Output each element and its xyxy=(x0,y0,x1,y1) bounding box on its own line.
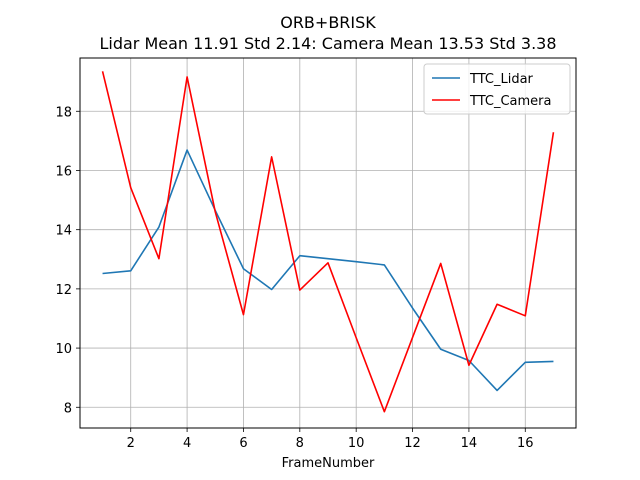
x-tick-label: 2 xyxy=(127,436,135,451)
x-tick-label: 14 xyxy=(461,436,478,451)
y-tick-label: 8 xyxy=(64,401,72,416)
x-tick-label: 6 xyxy=(239,436,247,451)
series-line-ttc-lidar xyxy=(102,149,554,392)
y-axis-ticks: 8 10 12 14 16 18 xyxy=(55,105,80,416)
x-tick-label: 10 xyxy=(348,436,365,451)
x-tick-label: 4 xyxy=(183,436,191,451)
chart-subtitle: Lidar Mean 11.91 Std 2.14: Camera Mean 1… xyxy=(99,34,556,53)
x-tick-label: 12 xyxy=(404,436,421,451)
y-tick-label: 12 xyxy=(55,283,72,298)
legend-frame xyxy=(423,63,571,115)
plot-frame xyxy=(79,57,577,429)
x-tick-label: 16 xyxy=(517,436,534,451)
x-axis-label: FrameNumber xyxy=(282,456,375,471)
y-tick-label: 18 xyxy=(55,105,72,120)
chart-title: ORB+BRISK xyxy=(280,13,376,32)
x-axis-ticks: 2 4 6 8 10 12 14 16 xyxy=(127,428,534,451)
series-line-ttc-camera xyxy=(101,71,555,413)
legend-label-ttc-camera: TTC_Camera xyxy=(469,94,552,109)
x-tick-label: 8 xyxy=(296,436,304,451)
y-tick-label: 10 xyxy=(55,342,72,357)
series-group xyxy=(101,71,555,413)
legend: TTC_Lidar TTC_Camera xyxy=(423,63,571,115)
y-tick-label: 16 xyxy=(55,164,72,179)
legend-label-ttc-lidar: TTC_Lidar xyxy=(469,72,534,87)
y-tick-label: 14 xyxy=(55,224,72,239)
